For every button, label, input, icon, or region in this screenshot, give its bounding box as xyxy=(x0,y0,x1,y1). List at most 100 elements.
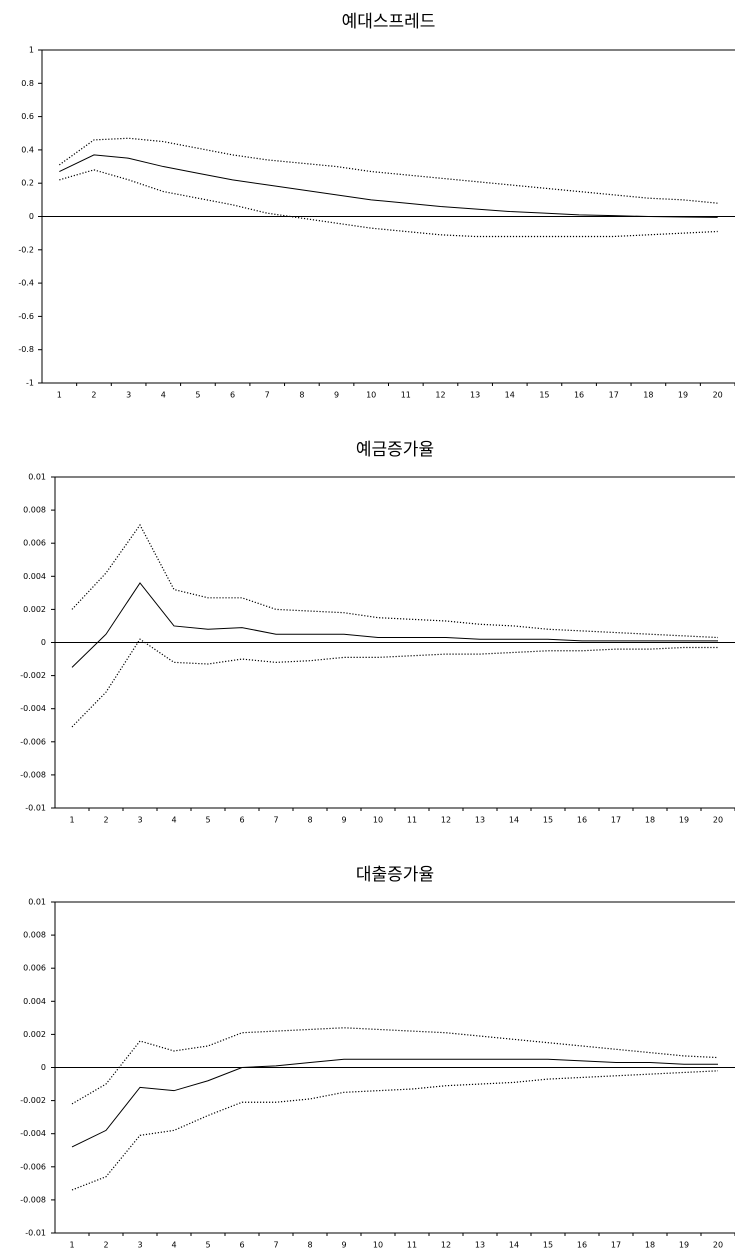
x-tick-label: 3 xyxy=(137,1241,142,1250)
series-line xyxy=(71,1027,719,1105)
y-tick-label: -0.01 xyxy=(25,1229,46,1238)
chart-title: 예금증가율 xyxy=(356,440,434,460)
x-tick-label: 5 xyxy=(195,391,200,400)
y-tick-label: 0.8 xyxy=(21,79,34,88)
x-tick-label: 10 xyxy=(373,1241,383,1250)
x-tick-label: 6 xyxy=(239,1241,244,1250)
x-tick-label: 12 xyxy=(441,816,451,825)
series-line xyxy=(59,154,718,218)
y-tick-label: -0.006 xyxy=(20,737,46,746)
y-tick-label: -1 xyxy=(26,379,34,388)
x-tick-label: 2 xyxy=(91,391,96,400)
series-line xyxy=(71,582,718,668)
y-tick-label: -0.008 xyxy=(20,770,46,779)
y-tick-label: -0.002 xyxy=(20,671,46,680)
x-tick-label: 12 xyxy=(435,391,445,400)
y-tick-label: 0.01 xyxy=(28,473,46,482)
x-tick-label: 17 xyxy=(611,1241,621,1250)
x-tick-label: 19 xyxy=(679,816,689,825)
y-tick-label: 0 xyxy=(29,212,34,221)
x-tick-label: 2 xyxy=(103,816,108,825)
x-tick-label: 20 xyxy=(713,391,723,400)
x-tick-label: 14 xyxy=(505,391,515,400)
y-tick-label: 0.004 xyxy=(23,572,46,581)
x-tick-label: 15 xyxy=(543,1241,553,1250)
x-tick-label: 18 xyxy=(643,391,653,400)
x-tick-label: 2 xyxy=(103,1241,108,1250)
y-tick-label: 0.008 xyxy=(23,931,46,940)
x-tick-label: 7 xyxy=(273,816,278,825)
y-tick-label: -0.01 xyxy=(25,804,46,813)
x-tick-label: 7 xyxy=(265,391,270,400)
x-tick-label: 9 xyxy=(334,391,339,400)
y-tick-label: 0.2 xyxy=(21,179,34,188)
y-tick-label: 1 xyxy=(29,46,34,55)
x-tick-label: 20 xyxy=(713,1241,723,1250)
x-tick-label: 11 xyxy=(401,391,411,400)
x-tick-label: 1 xyxy=(57,391,62,400)
x-tick-label: 13 xyxy=(470,391,480,400)
series-line xyxy=(71,523,719,639)
x-tick-label: 17 xyxy=(611,816,621,825)
series-line xyxy=(71,638,718,728)
y-tick-label: 0 xyxy=(41,1063,46,1072)
x-tick-label: 3 xyxy=(137,816,142,825)
series-line xyxy=(71,1058,718,1148)
x-tick-label: 13 xyxy=(475,816,485,825)
x-tick-label: 16 xyxy=(577,1241,587,1250)
x-tick-label: 10 xyxy=(373,816,383,825)
chart-title: 대출증가율 xyxy=(356,865,434,885)
x-tick-label: 15 xyxy=(543,816,553,825)
x-tick-label: 8 xyxy=(307,1241,312,1250)
x-tick-label: 16 xyxy=(577,816,587,825)
x-tick-label: 8 xyxy=(299,391,304,400)
y-tick-label: 0.4 xyxy=(21,145,34,154)
x-tick-label: 19 xyxy=(678,391,688,400)
x-tick-label: 9 xyxy=(341,1241,346,1250)
x-tick-label: 17 xyxy=(609,391,619,400)
x-tick-label: 1 xyxy=(69,1241,74,1250)
x-tick-label: 6 xyxy=(239,816,244,825)
x-tick-label: 4 xyxy=(161,391,166,400)
x-tick-label: 1 xyxy=(69,816,74,825)
y-tick-label: 0.01 xyxy=(28,898,46,907)
y-tick-label: -0.004 xyxy=(20,704,46,713)
y-tick-label: 0.002 xyxy=(23,1030,46,1039)
x-tick-label: 9 xyxy=(341,816,346,825)
series-line xyxy=(58,137,718,204)
y-tick-label: -0.002 xyxy=(20,1096,46,1105)
x-tick-label: 7 xyxy=(273,1241,278,1250)
y-tick-label: 0 xyxy=(41,638,46,647)
x-tick-label: 4 xyxy=(171,816,176,825)
x-tick-label: 12 xyxy=(441,1241,451,1250)
chart-title: 예대스프레드 xyxy=(342,12,436,32)
y-tick-label: -0.004 xyxy=(20,1129,46,1138)
x-tick-label: 20 xyxy=(713,816,723,825)
x-tick-label: 16 xyxy=(574,391,584,400)
x-tick-label: 4 xyxy=(171,1241,176,1250)
x-tick-label: 18 xyxy=(645,1241,655,1250)
x-tick-label: 3 xyxy=(126,391,131,400)
x-tick-label: 14 xyxy=(509,816,519,825)
y-tick-label: 0.006 xyxy=(23,964,46,973)
x-tick-label: 6 xyxy=(230,391,235,400)
y-tick-label: 0.002 xyxy=(23,605,46,614)
x-tick-label: 11 xyxy=(407,1241,417,1250)
y-tick-label: -0.2 xyxy=(18,245,34,254)
x-tick-label: 10 xyxy=(366,391,376,400)
y-tick-label: 0.006 xyxy=(23,539,46,548)
x-tick-label: 18 xyxy=(645,816,655,825)
y-tick-label: -0.8 xyxy=(18,345,34,354)
x-tick-label: 14 xyxy=(509,1241,519,1250)
y-tick-label: -0.4 xyxy=(18,279,34,288)
y-tick-label: 0.6 xyxy=(21,112,34,121)
x-tick-label: 13 xyxy=(475,1241,485,1250)
y-tick-label: -0.006 xyxy=(20,1162,46,1171)
y-tick-label: 0.008 xyxy=(23,506,46,515)
y-tick-label: 0.004 xyxy=(23,997,46,1006)
x-tick-label: 5 xyxy=(205,1241,210,1250)
x-tick-label: 5 xyxy=(205,816,210,825)
x-tick-label: 11 xyxy=(407,816,417,825)
series-line xyxy=(71,1070,719,1191)
